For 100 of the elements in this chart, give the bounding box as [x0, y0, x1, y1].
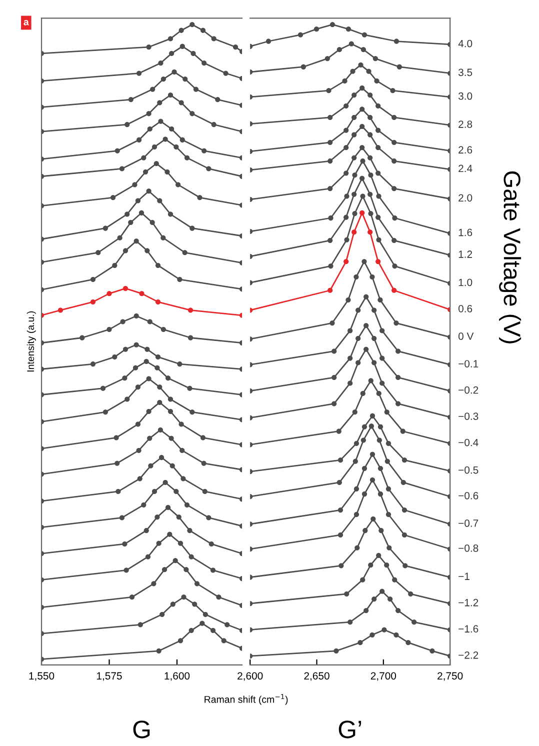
point [328, 263, 334, 269]
point [180, 137, 185, 142]
point [110, 194, 116, 200]
point [348, 356, 353, 361]
series-label: 1.2 [458, 250, 472, 258]
point [210, 568, 216, 573]
point [390, 88, 396, 94]
point [202, 148, 207, 154]
point [141, 155, 146, 160]
point [192, 602, 198, 607]
point [370, 452, 376, 457]
point [152, 488, 158, 494]
point [100, 386, 106, 391]
point [364, 346, 369, 352]
series-label: 0.6 [458, 304, 472, 312]
point [156, 540, 162, 546]
point [368, 132, 373, 138]
point [332, 348, 337, 354]
point [129, 594, 135, 600]
point [206, 166, 212, 172]
point [324, 56, 330, 62]
series-label: −0.7 [458, 520, 478, 527]
point [328, 186, 333, 192]
point [336, 480, 342, 486]
point [120, 319, 126, 324]
point [144, 346, 150, 352]
point [164, 169, 170, 174]
point [358, 62, 364, 68]
point [122, 248, 128, 254]
point [154, 160, 159, 166]
point [114, 148, 120, 154]
point [394, 38, 400, 44]
point [147, 126, 152, 132]
point [370, 632, 375, 638]
point [358, 640, 363, 646]
point [147, 436, 152, 441]
point [190, 22, 195, 28]
point [356, 308, 361, 313]
point [180, 448, 185, 454]
point [314, 26, 320, 32]
point [168, 212, 174, 217]
point [146, 188, 152, 194]
point [180, 476, 186, 482]
point [376, 144, 381, 150]
point [142, 169, 148, 174]
point [372, 56, 378, 62]
point [172, 558, 178, 564]
point [360, 144, 365, 150]
point [348, 620, 353, 625]
point [352, 114, 357, 120]
point [378, 424, 384, 430]
point [360, 158, 366, 164]
point [344, 103, 349, 109]
point [372, 596, 377, 602]
point [151, 581, 156, 586]
point [338, 563, 344, 568]
point [360, 438, 366, 443]
point [412, 620, 417, 625]
point [150, 86, 156, 92]
point [155, 299, 161, 304]
series-label: −1 [458, 572, 470, 580]
point [344, 144, 349, 150]
point [165, 376, 171, 381]
point [201, 460, 206, 466]
point [124, 396, 130, 402]
point [206, 515, 212, 520]
point [344, 214, 349, 220]
point [298, 32, 304, 38]
chart-title: a [24, 20, 29, 26]
point [168, 36, 174, 42]
x-tick-label: 1,575 [97, 672, 122, 681]
point [330, 320, 335, 326]
point [332, 374, 337, 380]
point [370, 274, 375, 280]
point [178, 28, 184, 33]
point [336, 47, 342, 52]
point [90, 361, 96, 367]
point [190, 226, 195, 231]
point [406, 640, 411, 646]
point [146, 44, 152, 50]
x-tick-label: 2,700 [370, 672, 396, 681]
point [368, 210, 374, 216]
series-label: 2.0 [458, 194, 472, 202]
point [386, 440, 392, 446]
point [184, 155, 190, 160]
series-label: 2.8 [458, 120, 472, 128]
point [158, 454, 164, 460]
point [352, 409, 358, 415]
point [348, 41, 354, 46]
point [128, 96, 134, 102]
point [168, 50, 174, 56]
point [157, 198, 162, 204]
point [136, 448, 142, 454]
point [137, 476, 142, 482]
point [162, 566, 168, 572]
point [102, 226, 108, 231]
point [160, 612, 165, 617]
point [122, 346, 128, 352]
point [136, 70, 142, 76]
point [350, 68, 356, 74]
